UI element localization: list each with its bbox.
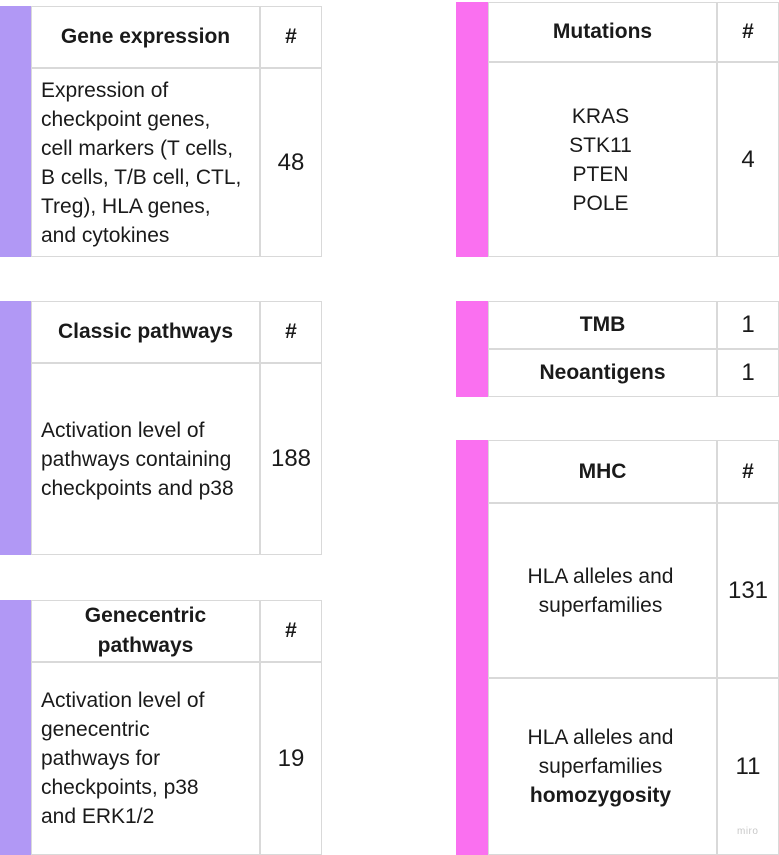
mhc-accent-bar (456, 440, 488, 855)
mhc-row1-line: HLA alleles and (527, 564, 674, 588)
mhc-title: MHC (578, 459, 627, 483)
genecentric-pathways-header: Genecentric pathways (31, 600, 260, 662)
classic-pathways-header: Classic pathways (31, 301, 260, 363)
gene-expression-line: cell markers (T cells, (41, 136, 234, 160)
gene-expression-line: and cytokines (41, 223, 170, 247)
genecentric-pathways-title-line: Genecentric (84, 604, 207, 627)
neoantigens-label: Neoantigens (539, 361, 666, 384)
tmb-neoantigens-accent-bar (456, 301, 488, 397)
tmb-cell: TMB (488, 301, 717, 349)
gene-expression-line: B cells, T/B cell, CTL, (41, 165, 242, 189)
mhc-row1-count: 131 (727, 576, 769, 604)
classic-pathways-count-cell: 188 (260, 363, 322, 555)
classic-pathways-line: pathways containing (41, 447, 232, 471)
mhc-row2-count-cell: 11 (717, 678, 779, 855)
genecentric-pathways-line: and ERK1/2 (41, 805, 155, 828)
mutations-title: Mutations (552, 20, 653, 43)
tmb-count-cell: 1 (717, 301, 779, 349)
mhc-row1-description: HLA alleles and superfamilies (488, 503, 717, 678)
mhc-row2-count: 11 (735, 752, 761, 780)
mutations-hash: # (742, 20, 754, 43)
tmb-count: 1 (741, 311, 755, 338)
neoantigens-cell: Neoantigens (488, 349, 717, 397)
mhc-row2-description: HLA alleles and superfamilies homozygosi… (488, 678, 717, 855)
miro-watermark: miro (737, 826, 759, 837)
mhc-row2-bold-line: homozygosity (529, 784, 672, 807)
gene-expression-hash: # (285, 25, 297, 48)
classic-pathways-line: checkpoints and p38 (41, 476, 234, 500)
gene-expression-line: Treg), HLA genes, (41, 194, 211, 218)
genecentric-pathways-line: genecentric (41, 718, 150, 741)
gene-expression-description: Expression of checkpoint genes, cell mar… (31, 68, 260, 257)
mutations-accent-bar (456, 2, 488, 257)
mhc-row1-line: superfamilies (538, 593, 663, 617)
mhc-row1-count-cell: 131 (717, 503, 779, 678)
gene-expression-count: 48 (277, 148, 305, 176)
gene-expression-line: Expression of (41, 78, 169, 102)
classic-pathways-title: Classic pathways (57, 320, 234, 343)
mutation-gene: STK11 (569, 133, 632, 157)
gene-expression-line: checkpoint genes, (41, 107, 211, 131)
gene-expression-hash-header: # (260, 6, 322, 68)
mutation-gene: PTEN (572, 162, 629, 186)
tmb-label: TMB (579, 313, 626, 336)
mhc-hash: # (742, 459, 754, 483)
genecentric-pathways-line: Activation level of (41, 689, 205, 712)
genecentric-pathways-hash: # (285, 619, 297, 642)
mhc-header: MHC (488, 440, 717, 503)
gene-expression-accent-bar (0, 6, 31, 257)
mutation-gene: KRAS (571, 104, 630, 128)
gene-expression-count-cell: 48 (260, 68, 322, 257)
genecentric-pathways-title-line: pathways (97, 634, 194, 657)
classic-pathways-hash: # (285, 320, 297, 343)
classic-pathways-accent-bar (0, 301, 31, 555)
mutations-gene-list: KRAS STK11 PTEN POLE (488, 62, 717, 257)
mutations-count-cell: 4 (717, 62, 779, 257)
classic-pathways-line: Activation level of (41, 418, 205, 442)
genecentric-pathways-hash-header: # (260, 600, 322, 662)
gene-expression-title: Gene expression (60, 25, 231, 48)
genecentric-pathways-count: 19 (277, 744, 305, 772)
gene-expression-header: Gene expression (31, 6, 260, 68)
classic-pathways-count: 188 (270, 445, 312, 472)
neoantigens-count-cell: 1 (717, 349, 779, 397)
genecentric-pathways-count-cell: 19 (260, 662, 322, 855)
mhc-row2-line: HLA alleles and (527, 726, 674, 749)
neoantigens-count: 1 (741, 359, 755, 386)
mutations-hash-header: # (717, 2, 779, 62)
classic-pathways-description: Activation level of pathways containing … (31, 363, 260, 555)
mhc-row2-line: superfamilies (538, 755, 663, 778)
genecentric-pathways-line: checkpoints, p38 (41, 776, 199, 799)
classic-pathways-hash-header: # (260, 301, 322, 363)
mutation-gene: POLE (572, 191, 629, 215)
mhc-hash-header: # (717, 440, 779, 503)
mutations-count: 4 (741, 145, 755, 173)
genecentric-pathways-line: pathways for (41, 747, 161, 770)
genecentric-pathways-accent-bar (0, 600, 31, 855)
mutations-header: Mutations (488, 2, 717, 62)
genecentric-pathways-description: Activation level of genecentric pathways… (31, 662, 260, 855)
